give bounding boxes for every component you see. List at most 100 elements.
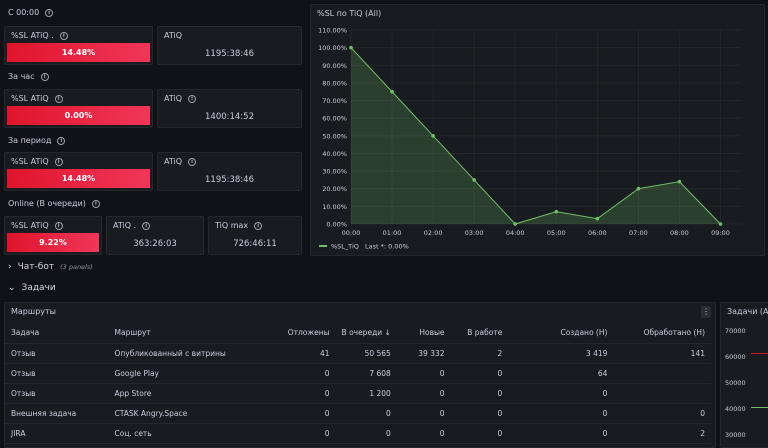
table-cell: 0 <box>396 383 451 404</box>
table-cell: 0 <box>613 403 711 424</box>
sl-value: 14.48% <box>7 43 150 62</box>
sl-atiq-panel: %SL ATiQ i 0.00% <box>4 89 153 128</box>
section-since-midnight: С 00:00 i <box>8 8 54 17</box>
x-tick-label: 04:00 <box>506 229 525 237</box>
chevron-down-icon: ⌄ <box>8 283 16 293</box>
table-cell: Внешняя задача <box>5 403 109 424</box>
table-cell: 64 <box>508 363 614 384</box>
x-tick-label: 02:00 <box>424 229 443 237</box>
table-row[interactable]: Отзыв Google Play 0 7 608 0 0 64 <box>5 363 711 384</box>
table-cell <box>613 383 711 404</box>
atiq-value: 1195:38:46 <box>205 49 254 59</box>
data-point <box>513 222 518 226</box>
sl-atiq-panel: %SL ATiQ i 14.48% <box>4 152 153 191</box>
table-cell: JIRA <box>5 423 109 444</box>
table-cell: 2 <box>613 423 711 444</box>
info-icon[interactable]: i <box>142 221 151 230</box>
column-header[interactable]: Создано (Н) <box>508 323 614 344</box>
data-point <box>431 134 435 138</box>
info-icon[interactable]: i <box>54 94 63 103</box>
y-tick-label: 110.00% <box>318 27 347 35</box>
info-icon[interactable]: i <box>54 157 63 166</box>
sl-atiq-panel: %SL ATiQ .i 14.48% <box>4 26 153 65</box>
table-cell: 0 <box>450 363 509 384</box>
table-cell: 0 <box>450 383 509 404</box>
table-cell: 0 <box>508 383 614 404</box>
atiq-value: 1400:14:52 <box>205 112 254 122</box>
column-header[interactable]: Обработано (Н) <box>613 323 711 344</box>
y-tick-label: 70000 <box>725 327 746 335</box>
table-cell: 41 <box>277 343 336 364</box>
column-header[interactable]: В работе <box>450 323 509 344</box>
table-cell: 7 608 <box>335 363 397 384</box>
table-cell: 0 <box>277 383 336 404</box>
y-tick-label: 80.00% <box>322 79 347 87</box>
table-cell: 0 <box>450 423 509 444</box>
atiq-value: 1195:38:46 <box>205 175 254 185</box>
x-tick-label: 08:00 <box>670 229 689 237</box>
row-toggle-chatbot[interactable]: › Чат-бот (3 panels) <box>8 262 93 272</box>
panel-title: %SL ATiQ .i <box>11 31 68 40</box>
info-icon[interactable]: i <box>57 136 66 145</box>
table-cell: CTASK Angry.Space <box>108 403 278 424</box>
info-icon[interactable]: i <box>54 221 63 230</box>
panel-title: %SL ATiQ i <box>11 221 63 230</box>
atiq-panel: ATiQ i 1400:14:52 <box>157 89 302 128</box>
x-tick-label: 01:00 <box>383 229 402 237</box>
table-cell: 39 332 <box>396 343 451 364</box>
x-tick-label: 00:00 <box>342 229 361 237</box>
tasks-chart-panel: Задачи (All) 70000 60000 50000 40000 30000 <box>720 302 768 448</box>
panel-title: ATiQ .i <box>113 221 151 230</box>
sl-tiq-chart: 0.00% 10.00% 20.00% 30.00% 40.00% 50.00% 60.00… <box>318 27 741 251</box>
data-point <box>595 216 600 221</box>
table-cell: Отзыв <box>5 363 109 384</box>
panel-title: ATiQ i <box>164 94 197 103</box>
panel-title: TiQ max i <box>215 221 263 230</box>
info-icon[interactable]: i <box>40 72 49 81</box>
table-row[interactable]: Внешняя задача CTASK Angry.Space 0 0 0 0 0 0 <box>5 403 711 424</box>
table-row[interactable]: Отзыв App Store 0 1 200 0 0 0 <box>5 383 711 404</box>
table-cell: 0 <box>508 423 614 444</box>
data-point <box>636 186 641 191</box>
info-icon[interactable]: i <box>188 94 197 103</box>
table-cell: 2 <box>450 343 509 364</box>
row-title: Задачи <box>21 283 56 293</box>
y-tick-label: 40.00% <box>322 150 347 158</box>
column-header[interactable]: Маршрут <box>108 323 278 344</box>
sl-value: 14.48% <box>7 169 150 188</box>
table-row[interactable]: JIRA Соц. сеть 0 0 0 0 0 2 <box>5 423 711 444</box>
table-row[interactable]: Отзыв Опубликованный с витрины 41 50 565 39 … <box>5 343 711 364</box>
panel-menu-icon[interactable]: ⋮ <box>701 306 711 318</box>
info-icon[interactable]: i <box>45 8 54 17</box>
row-toggle-tasks[interactable]: ⌄ Задачи <box>8 283 56 293</box>
table-cell: 1 200 <box>335 383 397 404</box>
x-tick-label: 09:00 <box>711 229 730 237</box>
y-tick-label: 60000 <box>725 353 746 361</box>
info-icon[interactable]: i <box>59 31 68 40</box>
column-header[interactable]: Отложены <box>277 323 336 344</box>
section-period: За период i <box>8 136 66 145</box>
row-title: Чат-бот <box>17 262 55 272</box>
info-icon[interactable]: i <box>188 157 197 166</box>
info-icon[interactable]: i <box>91 199 100 208</box>
routes-panel: Маршруты ⋮ Задача Маршрут Отложены В очеред… <box>4 302 716 448</box>
series-line <box>751 353 768 354</box>
y-tick-label: 50.00% <box>322 132 347 140</box>
data-point <box>472 178 476 182</box>
table-cell: 50 565 <box>335 343 397 364</box>
column-header[interactable]: Задача <box>5 323 109 344</box>
info-icon[interactable]: i <box>254 221 263 230</box>
panel-title: %SL ATiQ i <box>11 94 63 103</box>
legend-series-name: %SL_TiQ <box>331 243 359 251</box>
x-tick-label: 07:00 <box>629 229 648 237</box>
data-point <box>677 179 682 184</box>
routes-table: Задача Маршрут Отложены В очереди ↓ Новые В р… <box>5 323 711 444</box>
table-cell: 141 <box>613 343 711 364</box>
column-header[interactable]: В очереди ↓ <box>335 323 397 344</box>
table-cell: 0 <box>396 423 451 444</box>
y-tick-label: 60.00% <box>322 115 347 123</box>
tiq-max-value: 726:46:11 <box>233 239 277 249</box>
y-tick-label: 40000 <box>725 405 746 413</box>
column-header[interactable]: Новые <box>396 323 451 344</box>
y-tick-label: 50000 <box>725 379 746 387</box>
